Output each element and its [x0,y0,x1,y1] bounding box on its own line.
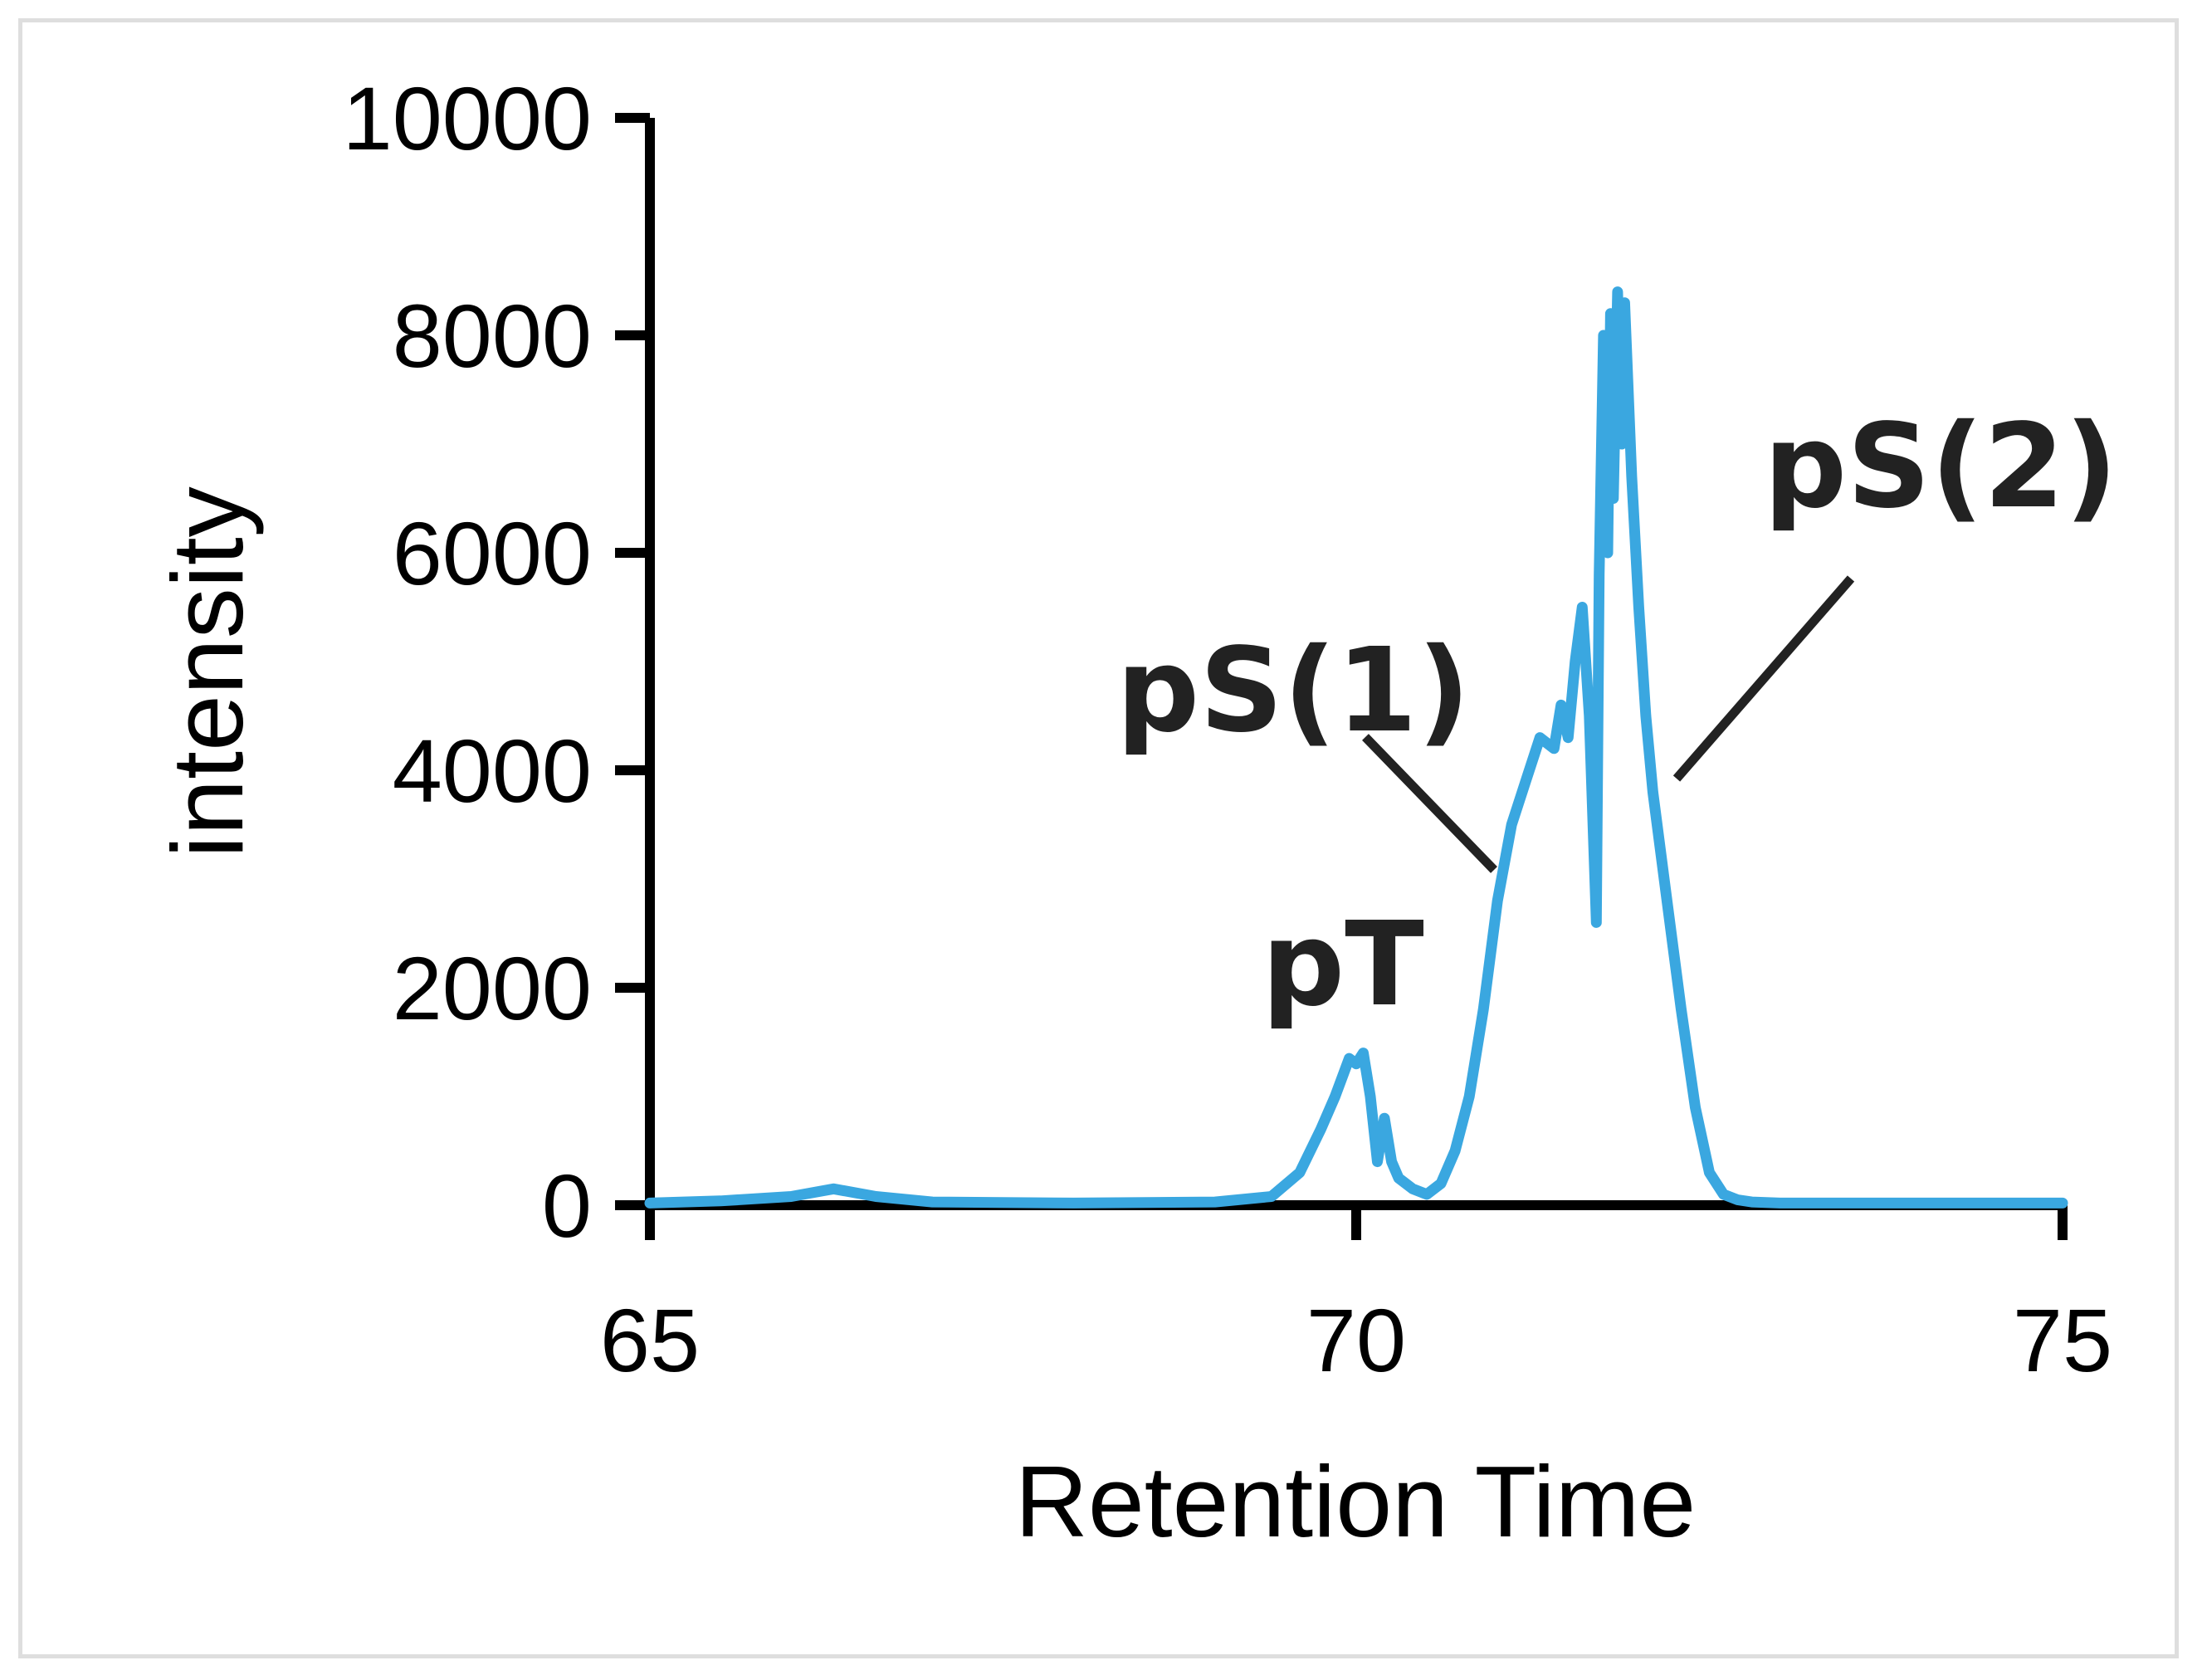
y-tick-label: 2000 [393,938,592,1038]
annotation-pS1: pS(1) [1116,623,1470,759]
series-line [644,286,2068,1209]
y-tick-label: 0 [542,1155,592,1256]
annotation-pS2-leader [1672,575,1855,782]
x-tick-label: 70 [1306,1290,1406,1390]
y-tick-label: 8000 [393,286,592,386]
y-ticks: 0 2000 4000 6000 8000 10000 [343,68,650,1256]
y-axis-title: intensity [151,486,264,858]
annotation-pT: pT [1262,897,1424,1033]
x-tick-label: 65 [600,1290,700,1390]
chart-frame [18,18,2179,1658]
annotation-pS2: pS(2) [1764,399,2117,535]
y-tick-label: 6000 [393,503,592,603]
y-tick-label: 10000 [343,68,592,168]
y-tick-label: 4000 [393,720,592,821]
x-ticks: 65 70 75 [600,1205,2112,1390]
x-tick-label: 75 [2013,1290,2112,1390]
annotation-pS1-leader [1362,734,1497,873]
x-axis-title: Retention Time [1015,1445,1697,1558]
